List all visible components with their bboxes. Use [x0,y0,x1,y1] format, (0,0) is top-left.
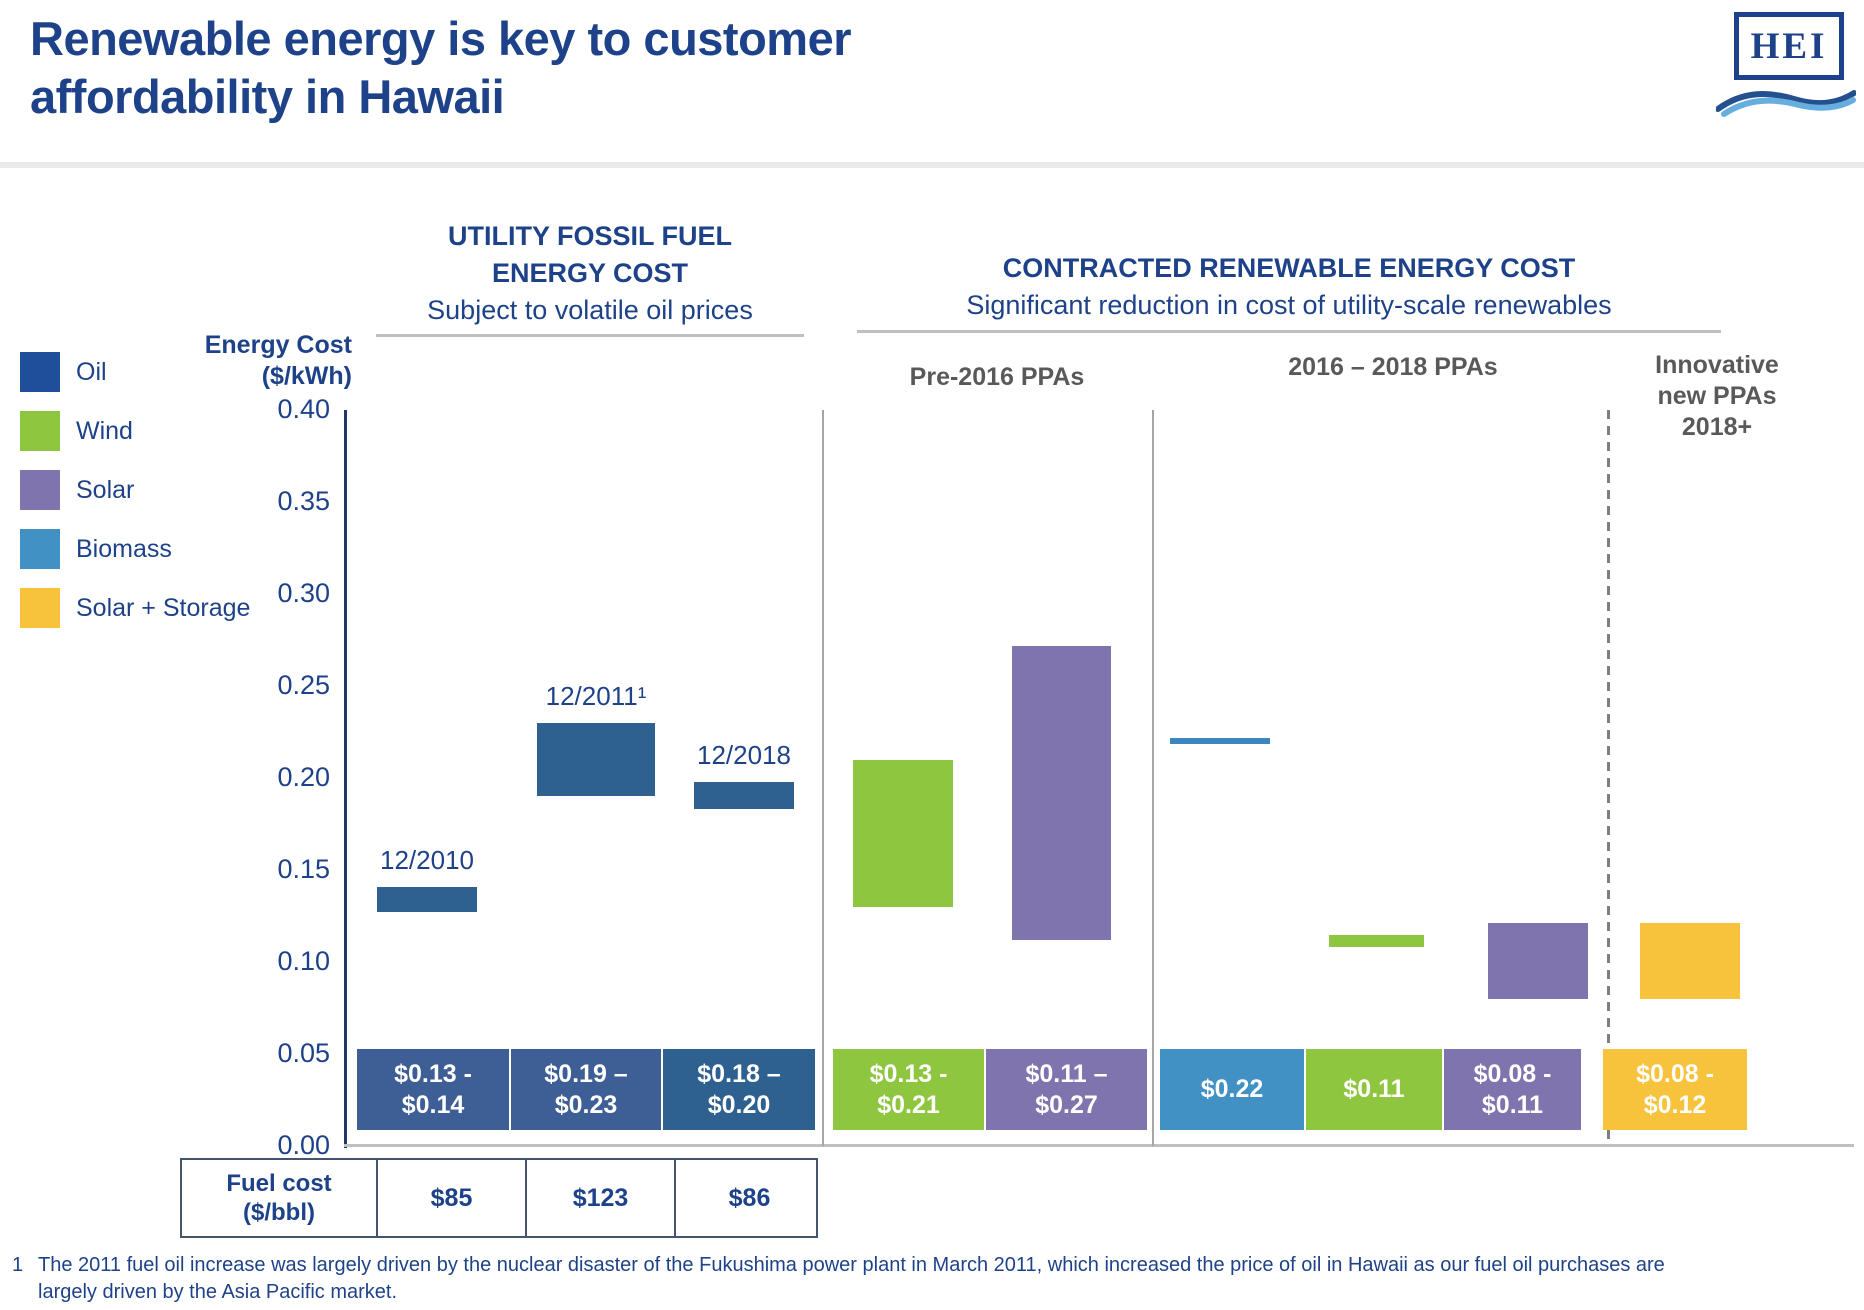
bar-oil-2010 [377,886,477,913]
fuel-cost-header-line1: Fuel cost [226,1170,332,1197]
legend-item-solar: Solar [20,470,134,510]
legend-label-biomass: Biomass [76,534,172,563]
bar-date-label-oil-2018: 12/2018 [697,739,791,770]
left-panel-title-line1: UTILITY FOSSIL FUEL [447,221,732,251]
value-box-solar-storage-2018plus: $0.08 - $0.12 [1603,1049,1747,1130]
solar-storage-swatch-icon [20,588,60,628]
page-title-line2: affordability in Hawaii [30,70,505,123]
bar-date-label-oil-2011: 12/2011¹ [545,680,647,711]
right-panel-header: CONTRACTED RENEWABLE ENERGY COST Signifi… [857,250,1721,324]
ppa-group-label-1: 2016 – 2018 PPAs [1288,353,1498,381]
section-separator-dashed [1607,410,1610,1146]
biomass-swatch-icon [20,529,60,569]
legend-label-solar-storage: Solar + Storage [76,593,251,622]
value-box-wind-pre2016: $0.13 - $0.21 [833,1049,984,1130]
section-separator-2 [1152,410,1154,1146]
title-divider [0,162,1864,168]
legend-item-biomass: Biomass [20,529,172,569]
bar-oil-2011 [537,722,655,797]
page-title: Renewable energy is key to customer affo… [30,10,852,126]
oil-swatch-icon [20,352,60,392]
left-panel-subtitle: Subject to volatile oil prices [427,295,753,325]
wind-swatch-icon [20,411,60,451]
legend-label-wind: Wind [76,416,133,445]
y-axis-line [344,410,347,1148]
legend-label-solar: Solar [76,475,135,504]
left-header-underline [376,334,804,337]
x-axis-baseline [344,1144,1854,1147]
y-axis-tick-0.40: 0.40 [277,394,330,424]
fuel-cost-table: Fuel cost ($/bbl) $85 $123 $86 [180,1158,818,1238]
bar-wind-pre2016 [853,759,953,907]
section-separator-1 [822,410,824,1146]
footnote: 1 The 2011 fuel oil increase was largely… [12,1252,1692,1306]
fuel-cost-value-2018: $86 [674,1160,823,1236]
fuel-cost-header-line2: ($/bbl) [243,1199,315,1226]
page-title-line1: Renewable energy is key to customer [30,12,852,65]
legend-item-solar-storage: Solar + Storage [20,588,250,628]
left-panel-header: UTILITY FOSSIL FUEL ENERGY COST Subject … [375,218,805,329]
y-axis-tick-0.15: 0.15 [277,854,330,884]
footnote-text: The 2011 fuel oil increase was largely d… [38,1254,1665,1303]
hei-logo: HEI [1734,12,1844,80]
legend-item-wind: Wind [20,411,133,451]
y-axis-title-line1: Energy Cost [204,331,352,359]
solar-swatch-icon [20,470,60,510]
y-axis-tick-0.10: 0.10 [277,946,330,976]
value-box-biomass-2016-2018: $0.22 [1160,1049,1304,1130]
bar-date-label-oil-2010: 12/2010 [380,844,474,875]
bar-biomass-2016-2018 [1170,738,1270,744]
bar-solar-pre2016 [1012,645,1111,940]
legend-item-oil: Oil [20,352,107,392]
value-box-wind-2016-2018: $0.11 [1306,1049,1442,1130]
value-box-oil-2018: $0.18 – $0.20 [663,1049,815,1130]
fuel-cost-table-header: Fuel cost ($/bbl) [182,1160,376,1236]
right-panel-subtitle: Significant reduction in cost of utility… [966,290,1612,320]
bar-wind-2016-2018 [1329,935,1424,948]
right-header-underline [857,330,1721,333]
y-axis-tick-0.05: 0.05 [277,1038,330,1068]
hei-logo-wave-icon [1716,90,1856,117]
value-box-oil-2011: $0.19 – $0.23 [511,1049,661,1130]
left-panel-title-line2: ENERGY COST [491,258,689,288]
y-axis-title: Energy Cost ($/kWh) [120,330,352,392]
bar-oil-2018 [694,781,794,810]
y-axis-tick-0.20: 0.20 [277,762,330,792]
bar-solar-2016-2018 [1488,923,1588,999]
value-box-solar-2016-2018: $0.08 - $0.11 [1444,1049,1581,1130]
value-box-solar-pre2016: $0.11 – $0.27 [986,1049,1147,1130]
bar-solar-storage-2018plus [1640,923,1740,999]
hei-logo-text: HEI [1750,25,1828,67]
ppa-group-label-2: Innovative new PPAs 2018+ [1655,351,1779,441]
value-box-oil-2010: $0.13 - $0.14 [357,1049,509,1130]
ppa-group-label-0: Pre-2016 PPAs [909,363,1085,391]
footnote-marker: 1 [12,1254,24,1276]
y-axis-title-line2: ($/kWh) [261,362,352,390]
y-axis-tick-0.35: 0.35 [277,486,330,516]
right-panel-title: CONTRACTED RENEWABLE ENERGY COST [1002,253,1576,283]
y-axis-tick-0.25: 0.25 [277,670,330,700]
y-axis-tick-0.30: 0.30 [277,578,330,608]
legend-label-oil: Oil [76,357,107,386]
fuel-cost-value-2010: $85 [376,1160,525,1236]
y-axis-tick-0.00: 0.00 [277,1130,330,1160]
fuel-cost-value-2011: $123 [525,1160,674,1236]
